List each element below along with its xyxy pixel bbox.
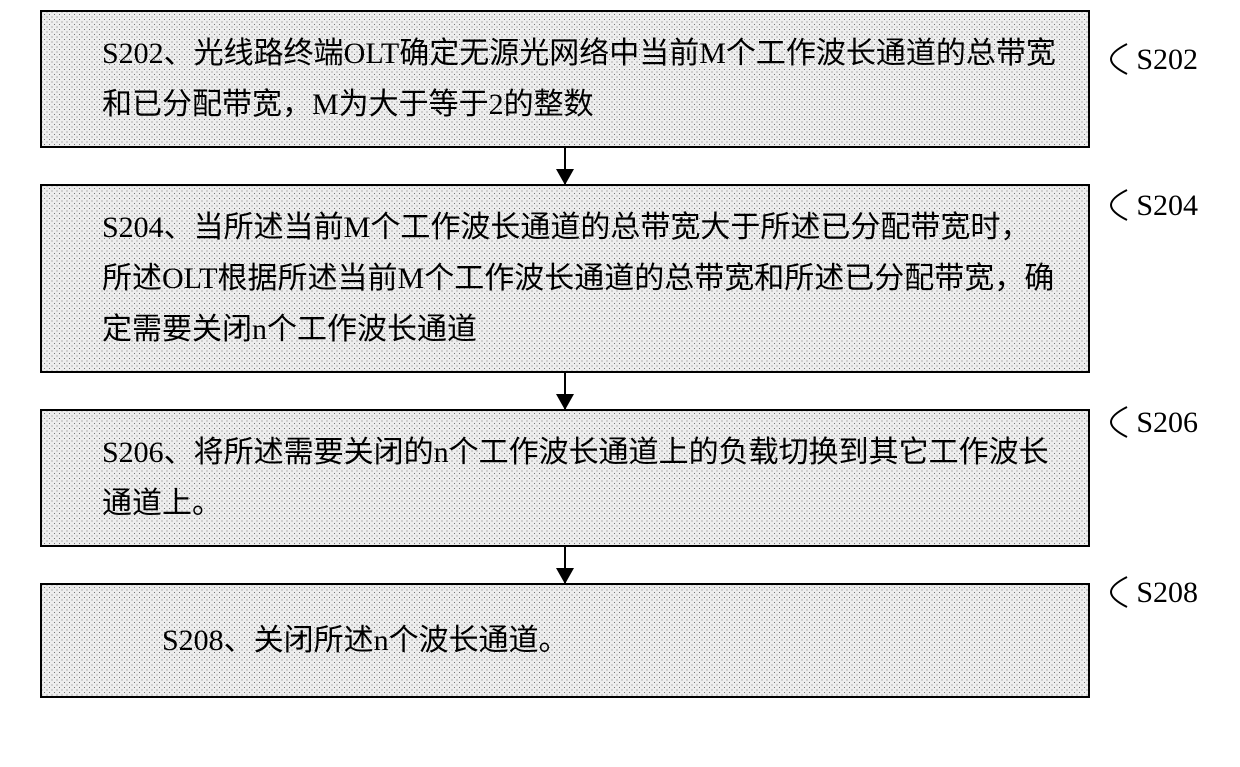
flow-step-s202: S202、光线路终端OLT确定无源光网络中当前M个工作波长通道的总带宽和已分配带… [40, 10, 1090, 148]
flow-step-label: S206 [1109, 393, 1198, 451]
flow-step-label: S202 [1109, 30, 1198, 88]
flow-step-label: S204 [1109, 176, 1198, 234]
flow-step-text: S206、将所述需要关闭的n个工作波长通道上的负载切换到其它工作波长通道上。 [102, 427, 1058, 529]
arrow-down-icon [564, 148, 566, 184]
flow-arrow [40, 148, 1090, 184]
label-bracket-icon [1109, 28, 1129, 86]
arrow-down-icon [564, 547, 566, 583]
label-bracket-icon [1109, 174, 1129, 232]
flow-step-label: S208 [1109, 563, 1198, 621]
flow-step-s208: S208、关闭所述n个波长通道。 S208 [40, 583, 1090, 698]
flow-step-s206: S206、将所述需要关闭的n个工作波长通道上的负载切换到其它工作波长通道上。 S… [40, 409, 1090, 547]
label-text: S204 [1136, 189, 1198, 222]
flow-arrow [40, 547, 1090, 583]
flow-arrow [40, 373, 1090, 409]
label-bracket-icon [1109, 561, 1129, 619]
flow-step-text: S202、光线路终端OLT确定无源光网络中当前M个工作波长通道的总带宽和已分配带… [102, 28, 1058, 130]
flow-step-text: S208、关闭所述n个波长通道。 [102, 615, 1058, 666]
flow-step-s204: S204、当所述当前M个工作波长通道的总带宽大于所述已分配带宽时，所述OLT根据… [40, 184, 1090, 373]
label-bracket-icon [1109, 391, 1129, 449]
label-text: S206 [1136, 406, 1198, 439]
arrow-down-icon [564, 373, 566, 409]
label-text: S202 [1136, 43, 1198, 76]
label-text: S208 [1136, 576, 1198, 609]
flow-step-text: S204、当所述当前M个工作波长通道的总带宽大于所述已分配带宽时，所述OLT根据… [102, 202, 1058, 355]
flowchart-container: S202、光线路终端OLT确定无源光网络中当前M个工作波长通道的总带宽和已分配带… [40, 10, 1200, 698]
